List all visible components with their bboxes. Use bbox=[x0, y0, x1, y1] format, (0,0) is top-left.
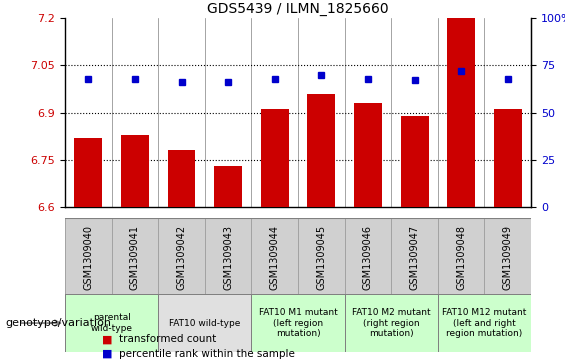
Text: FAT10 M2 mutant
(right region
mutation): FAT10 M2 mutant (right region mutation) bbox=[352, 308, 431, 338]
Text: GSM1309048: GSM1309048 bbox=[456, 225, 466, 290]
Text: GSM1309049: GSM1309049 bbox=[503, 225, 513, 290]
Text: genotype/variation: genotype/variation bbox=[6, 318, 112, 328]
Text: GSM1309045: GSM1309045 bbox=[316, 225, 327, 290]
Text: GSM1309040: GSM1309040 bbox=[83, 225, 93, 290]
Bar bbox=[438, 294, 531, 352]
Bar bbox=[345, 294, 438, 352]
Text: GSM1309041: GSM1309041 bbox=[130, 225, 140, 290]
Bar bbox=[65, 294, 158, 352]
Bar bbox=[251, 218, 298, 298]
Text: parental
wild-type: parental wild-type bbox=[90, 313, 133, 333]
Text: FAT10 wild-type: FAT10 wild-type bbox=[169, 319, 241, 327]
Bar bbox=[392, 218, 438, 298]
Text: percentile rank within the sample: percentile rank within the sample bbox=[119, 349, 294, 359]
Bar bbox=[354, 103, 382, 207]
Text: GSM1309046: GSM1309046 bbox=[363, 225, 373, 290]
Bar bbox=[205, 218, 251, 298]
Bar bbox=[75, 138, 102, 207]
Bar bbox=[298, 218, 345, 298]
Bar bbox=[261, 109, 289, 207]
Bar bbox=[214, 166, 242, 207]
Text: FAT10 M12 mutant
(left and right
region mutation): FAT10 M12 mutant (left and right region … bbox=[442, 308, 527, 338]
Text: FAT10 M1 mutant
(left region
mutation): FAT10 M1 mutant (left region mutation) bbox=[259, 308, 337, 338]
Bar bbox=[251, 294, 345, 352]
Text: GSM1309044: GSM1309044 bbox=[270, 225, 280, 290]
Bar bbox=[121, 135, 149, 207]
Text: GSM1309043: GSM1309043 bbox=[223, 225, 233, 290]
Bar bbox=[158, 294, 251, 352]
Bar bbox=[494, 109, 522, 207]
Bar bbox=[485, 218, 531, 298]
Bar bbox=[65, 218, 112, 298]
Text: GSM1309042: GSM1309042 bbox=[176, 225, 186, 290]
Bar bbox=[447, 18, 475, 207]
Bar bbox=[307, 94, 336, 207]
Bar bbox=[158, 218, 205, 298]
Bar bbox=[168, 150, 195, 207]
Bar bbox=[401, 116, 428, 207]
Bar bbox=[345, 218, 392, 298]
Title: GDS5439 / ILMN_1825660: GDS5439 / ILMN_1825660 bbox=[207, 2, 389, 16]
Text: GSM1309047: GSM1309047 bbox=[410, 225, 420, 290]
Text: transformed count: transformed count bbox=[119, 334, 216, 344]
Text: ■: ■ bbox=[102, 334, 112, 344]
Bar bbox=[112, 218, 158, 298]
Bar bbox=[438, 218, 485, 298]
Text: ■: ■ bbox=[102, 349, 112, 359]
